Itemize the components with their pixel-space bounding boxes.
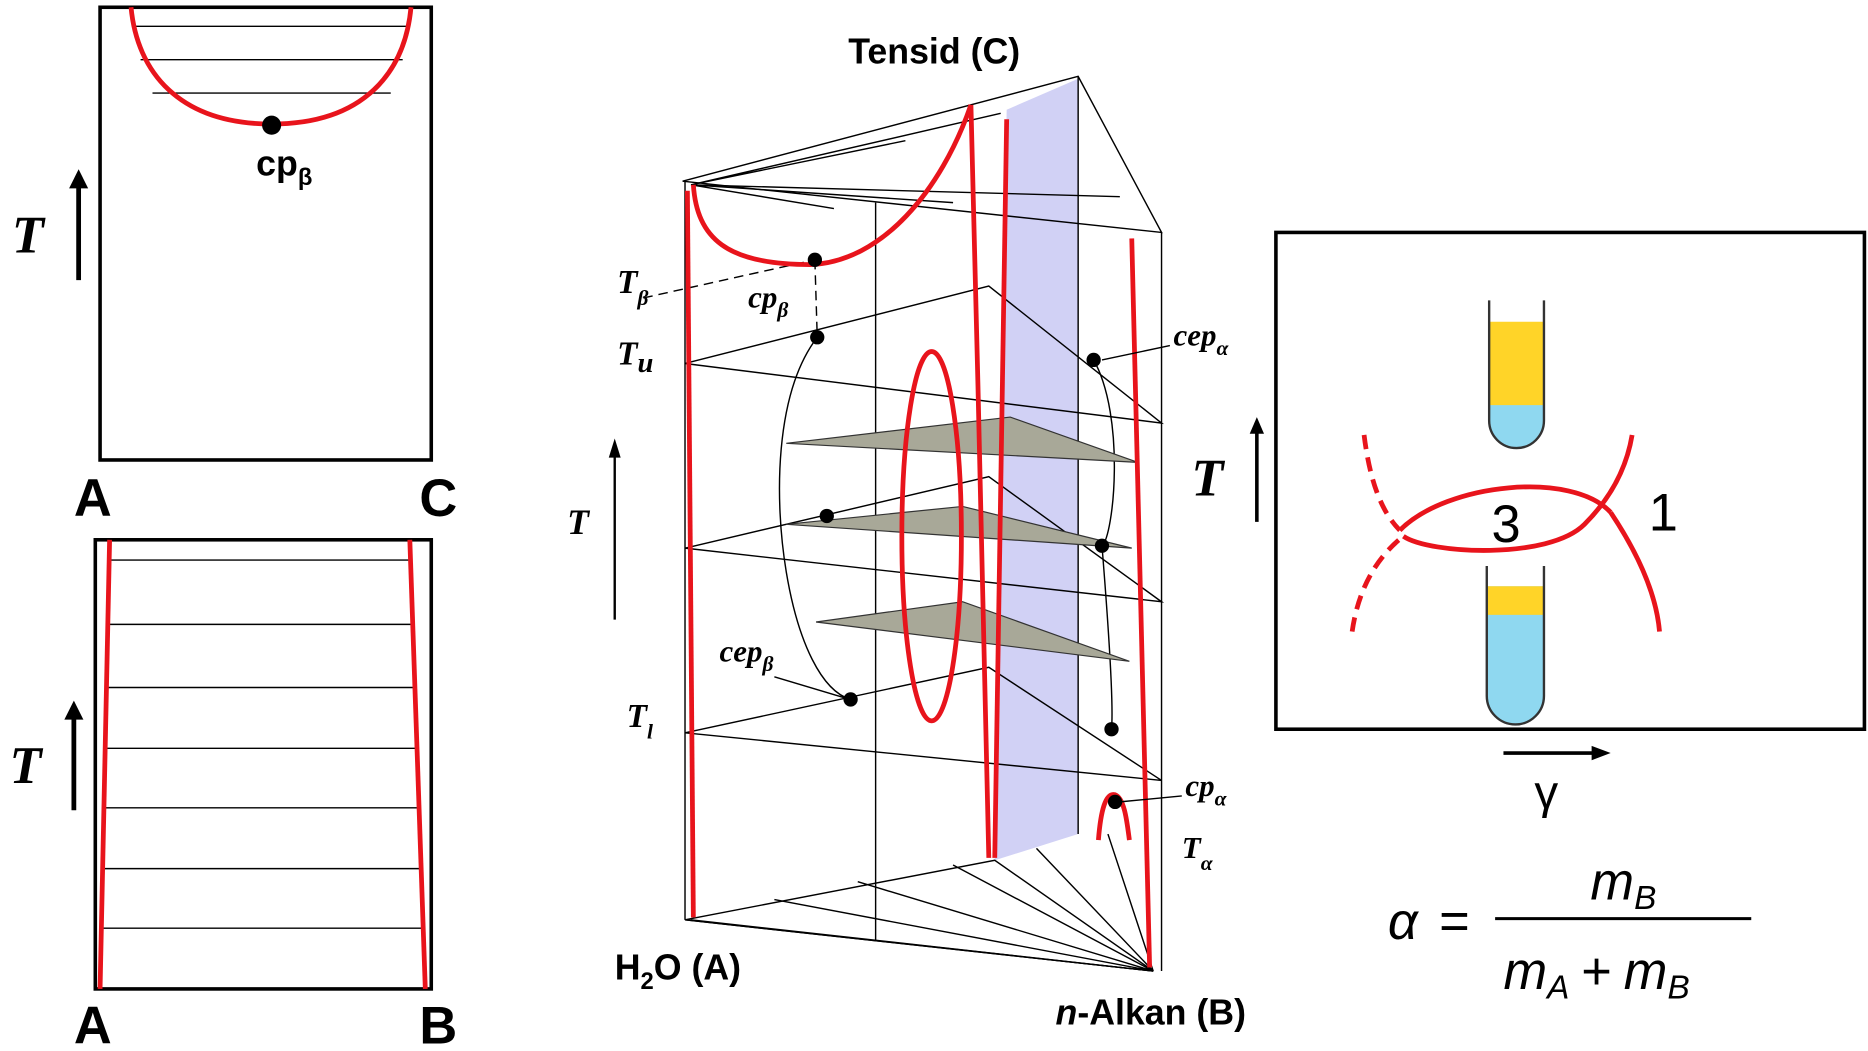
temperature-label: Tu [617, 336, 653, 379]
axis-label: γ [1534, 766, 1558, 819]
critical-points [807, 252, 1123, 810]
axis-label: T [1191, 450, 1225, 508]
axis-label: T [10, 737, 44, 795]
section-curve [899, 349, 964, 724]
tie-lines [101, 559, 425, 929]
vertex-label: A [74, 470, 112, 528]
vertex-label: B [419, 998, 457, 1051]
section-plane [994, 78, 1079, 861]
point-label: cpβ [256, 143, 312, 191]
frame [93, 538, 434, 991]
denominator: mA + mB [1503, 943, 1689, 1007]
edge-curve [685, 190, 696, 918]
formula: α = mB mA + mB [1388, 854, 1752, 1007]
numerator: mB [1590, 854, 1656, 918]
phase-boundary [1398, 434, 1662, 632]
formula-lhs: α [1388, 893, 1420, 951]
metastable-boundary [1349, 434, 1405, 632]
phase-label: 3 [1492, 496, 1521, 554]
vertex-label: Tensid (C) [848, 31, 1020, 71]
frame [98, 5, 434, 462]
critical-curve [690, 104, 974, 267]
point-label: cpα [1185, 768, 1227, 811]
panel-ac: cpβ T A C [12, 5, 457, 528]
point-label: cpβ [748, 279, 788, 322]
prism: Tensid (C) H2O (A) n-Alkan (B) T Tβ Tu T… [567, 31, 1246, 1032]
axis-label: T [567, 502, 590, 542]
vertex-label: H2O (A) [615, 947, 741, 995]
solubility-line [97, 539, 112, 989]
edge-curve [968, 104, 992, 858]
panel-ab: T A B [10, 538, 457, 1051]
arrow-head [69, 169, 89, 189]
temperature-label: Tβ [617, 264, 648, 310]
vertex-label: A [74, 998, 112, 1051]
temperature-label: Tα [1182, 830, 1214, 875]
formula-equals: = [1439, 893, 1470, 951]
frame [1274, 230, 1867, 732]
edge-curve [1129, 238, 1153, 968]
axis-label: T [12, 207, 46, 265]
critical-point [262, 115, 282, 135]
arrow-head [608, 438, 621, 458]
temperature-label: Tl [627, 698, 653, 744]
point-label: cepα [1173, 318, 1229, 361]
coexistence-curve [128, 7, 414, 127]
leader-lines [774, 344, 1182, 803]
vertex-label: n-Alkan (B) [1056, 993, 1247, 1033]
inset: 3 1 T γ [1191, 230, 1867, 819]
point-label: cepβ [720, 633, 774, 676]
solubility-line [407, 539, 428, 990]
vertex-label: C [419, 470, 457, 528]
phase-label: 1 [1649, 484, 1678, 542]
arrow-head [1591, 745, 1611, 761]
tie-lines [134, 25, 409, 94]
edge-curve [992, 119, 1010, 858]
arrow-head [64, 700, 84, 720]
arrow-head [1249, 417, 1264, 434]
test-tube [1487, 300, 1546, 450]
test-tube [1485, 566, 1546, 726]
